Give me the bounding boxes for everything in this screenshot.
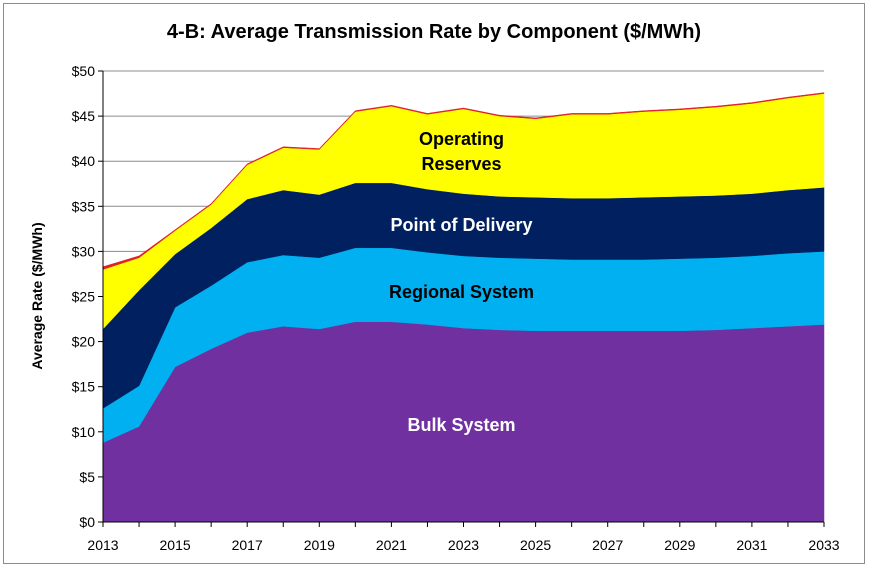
y-tick-label-6: $30 bbox=[72, 243, 96, 259]
x-tick-label-0: 2013 bbox=[87, 537, 118, 553]
y-tick-label-7: $35 bbox=[72, 198, 96, 214]
x-tick-label-7: 2027 bbox=[592, 537, 623, 553]
x-tick-label-1: 2015 bbox=[160, 537, 191, 553]
x-tick-label-4: 2021 bbox=[376, 537, 407, 553]
plot-area: $0 $5 $10 $15 $20 $25 $30 $35 $40 $45 $50 2013 2015 2… bbox=[72, 63, 840, 553]
y-tick-label-2: $10 bbox=[72, 424, 96, 440]
y-tick-label-4: $20 bbox=[72, 334, 96, 350]
x-tick-label-3: 2019 bbox=[304, 537, 335, 553]
y-tick-label-3: $15 bbox=[72, 379, 96, 395]
chart-title: 4-B: Average Transmission Rate by Compon… bbox=[167, 21, 701, 43]
area-label-bulk-system: Bulk System bbox=[407, 415, 515, 435]
y-tick-label-5: $25 bbox=[72, 289, 96, 305]
x-tick-label-6: 2025 bbox=[520, 537, 551, 553]
y-tick-label-8: $40 bbox=[72, 153, 96, 169]
area-label-point-of-delivery: Point of Delivery bbox=[390, 215, 532, 235]
x-tick-label-8: 2029 bbox=[664, 537, 695, 553]
y-tick-label-0: $0 bbox=[79, 514, 95, 530]
y-tick-label-9: $45 bbox=[72, 108, 96, 124]
y-tick-label-10: $50 bbox=[72, 63, 96, 79]
x-tick-label-2: 2017 bbox=[232, 537, 263, 553]
area-label-regional-system: Regional System bbox=[389, 282, 534, 302]
x-tick-label-5: 2023 bbox=[448, 537, 479, 553]
area-series-4 bbox=[102, 92, 825, 270]
area-label-operating-reserves: Operating Reserves bbox=[419, 129, 504, 174]
y-tick-label-1: $5 bbox=[79, 469, 95, 485]
x-tick-label-10: 2033 bbox=[808, 537, 839, 553]
x-tick-label-9: 2031 bbox=[736, 537, 767, 553]
y-axis-label: Average Rate ($/MWh) bbox=[29, 222, 45, 369]
